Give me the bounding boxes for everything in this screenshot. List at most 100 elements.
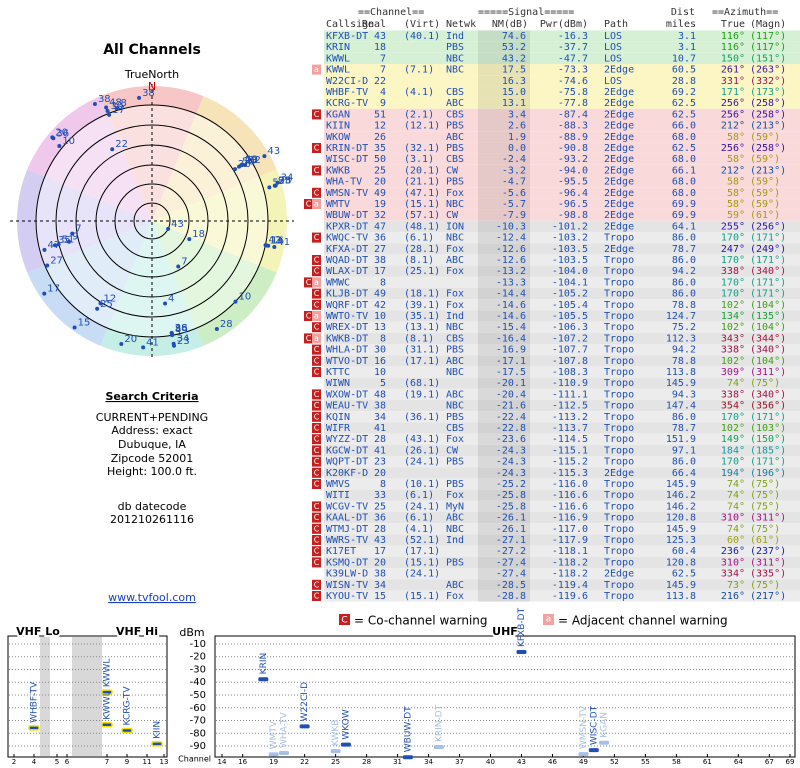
direction-wedge — [152, 221, 277, 346]
cell-pwr: -105.5 — [552, 311, 588, 322]
cell-dist: 60.5 — [672, 65, 696, 76]
cell-path: 2Edge — [604, 165, 634, 176]
cell-virt: (17.1) — [404, 356, 440, 367]
cell-net: NBC — [446, 233, 464, 244]
station-label: 34 — [281, 173, 294, 184]
cell-path: LOS — [604, 76, 622, 87]
station-dot — [107, 112, 112, 117]
cell-nm: -7.9 — [502, 210, 526, 221]
site-link[interactable]: www.tvfool.com — [108, 591, 196, 604]
cell-path: Tropo — [604, 434, 634, 445]
nm-shade — [478, 187, 530, 199]
cell-net: CBS — [446, 154, 464, 165]
warn-icon: C — [314, 323, 320, 332]
station-label: 17 — [112, 105, 125, 116]
cell-dist: 60.4 — [672, 546, 696, 557]
cell-az: 170° — [721, 457, 745, 468]
cell-dist: 62.5 — [672, 569, 696, 580]
cell-virt: (36.1) — [404, 412, 440, 423]
warn-icon: C — [306, 200, 312, 209]
cell-dist: 3.1 — [678, 42, 696, 53]
cell-dist: 145.9 — [666, 378, 696, 389]
cell-dist: 10.7 — [672, 53, 696, 64]
cell-dist: 120.8 — [666, 513, 696, 524]
row-bg — [324, 422, 800, 434]
station-label: 8 — [175, 324, 181, 335]
row-bg — [324, 120, 800, 132]
cell-cs: WISC-DT — [326, 154, 368, 165]
x-tick-label: 49 — [579, 758, 588, 766]
warn-box — [312, 266, 321, 277]
station-marker — [151, 741, 163, 747]
cell-az: 334° — [721, 569, 745, 580]
cell-dist: 66.1 — [672, 165, 696, 176]
cell-az: 149° — [721, 434, 745, 445]
cell-mag: (213°) — [750, 165, 786, 176]
cell-pwr: -104.1 — [552, 277, 588, 288]
station-dot — [275, 180, 280, 185]
cell-pwr: -107.2 — [552, 333, 588, 344]
station-label: 43 — [171, 219, 184, 230]
warn-icon: C — [314, 356, 320, 365]
cell-cs: WQRF-DT — [326, 300, 368, 311]
cell-real: 8 — [380, 277, 386, 288]
cell-pwr: -119.4 — [552, 580, 588, 591]
cell-nm: -14.6 — [496, 311, 526, 322]
cell-az: 60° — [727, 535, 745, 546]
cell-az: 212° — [721, 165, 745, 176]
row-bg — [324, 288, 800, 300]
cell-nm: 16.3 — [502, 76, 526, 87]
cell-dist: 69.2 — [672, 87, 696, 98]
cell-path: 2Edge — [604, 109, 634, 120]
cell-path: LOS — [604, 42, 622, 53]
warn-box — [312, 501, 321, 512]
cell-mag: (311°) — [750, 513, 786, 524]
station-label: 19 — [245, 155, 258, 166]
cell-az: 170° — [721, 255, 745, 266]
cell-az: 236° — [721, 546, 745, 557]
cell-pwr: -74.6 — [558, 76, 588, 87]
row-bg — [324, 254, 800, 266]
warn-box — [312, 467, 321, 478]
row-bg — [324, 500, 800, 512]
cell-dist: 146.2 — [666, 490, 696, 501]
cell-pwr: -108.3 — [552, 367, 588, 378]
station-label: 41 — [277, 237, 290, 248]
cell-net: Fox — [446, 490, 464, 501]
cell-mag: (171°) — [750, 233, 786, 244]
cell-cs: KRIN — [326, 42, 350, 53]
station-dot — [166, 226, 171, 231]
polar-plot: 4318772249511226355025204919324736273817… — [10, 84, 294, 358]
cell-real: 22 — [374, 76, 386, 87]
nm-shade — [478, 209, 530, 221]
warn-icon: C — [314, 256, 320, 265]
cell-cs: KPXR-DT — [326, 221, 368, 232]
co-warn-box — [339, 614, 350, 625]
header: Netwk — [446, 19, 476, 30]
cell-pwr: -116.6 — [552, 490, 588, 501]
nm-shade — [478, 153, 530, 165]
warn-box — [304, 333, 313, 344]
station-dot — [214, 326, 219, 331]
cell-real: 8 — [380, 479, 386, 490]
gap-band — [72, 637, 102, 756]
cell-mag: (104°) — [750, 300, 786, 311]
cell-real: 42 — [374, 300, 386, 311]
cell-pwr: -115.2 — [552, 457, 588, 468]
warn-icon: C — [314, 558, 320, 567]
station-label: 42 — [269, 235, 282, 246]
station-marker — [278, 751, 289, 756]
row-bg — [324, 265, 800, 277]
cell-virt: (13.1) — [404, 322, 440, 333]
station-label: 41 — [146, 337, 159, 348]
warn-box — [312, 434, 321, 445]
x-tick-label: 34 — [424, 758, 433, 766]
cell-virt: (15.1) — [404, 557, 440, 568]
station-callsign: KGAN — [600, 712, 610, 738]
cell-path: Tropo — [604, 277, 634, 288]
nm-shade — [478, 579, 530, 591]
cell-cs: KFXB-DT — [326, 31, 368, 42]
cell-dist: 120.8 — [666, 557, 696, 568]
station-label: 51 — [62, 234, 75, 245]
cell-virt: (4.1) — [404, 524, 434, 535]
